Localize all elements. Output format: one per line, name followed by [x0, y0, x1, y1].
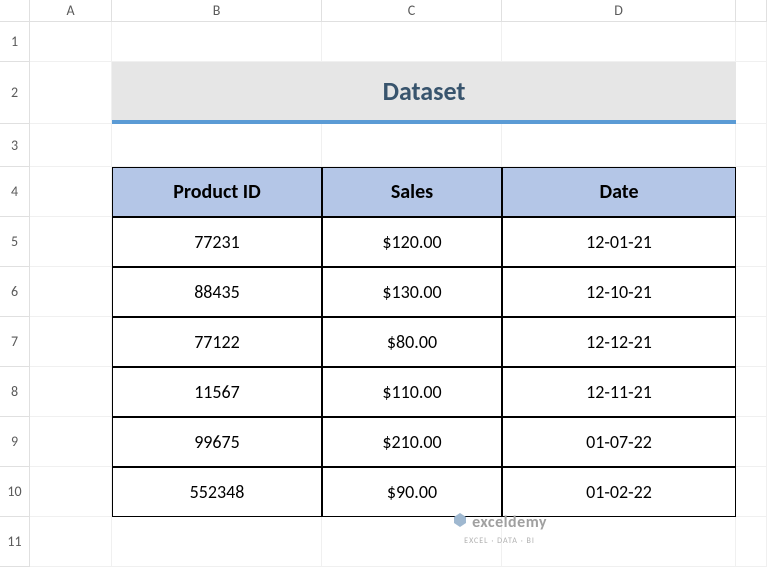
cell-e10[interactable]	[736, 467, 767, 517]
col-header-extra[interactable]	[736, 0, 767, 22]
row-header-6[interactable]: 6	[0, 267, 30, 317]
row-header-3[interactable]: 3	[0, 124, 30, 167]
cell-b1[interactable]	[112, 22, 322, 62]
row-header-7[interactable]: 7	[0, 317, 30, 367]
table-row[interactable]: 12-01-21	[502, 217, 736, 267]
spreadsheet-grid: A B C D 1 2 Dataset 3 4 Product ID Sales…	[0, 0, 767, 567]
cell-a9[interactable]	[30, 417, 112, 467]
dataset-title[interactable]: Dataset	[112, 62, 736, 124]
cell-e2[interactable]	[736, 62, 767, 124]
cell-d3[interactable]	[502, 124, 736, 167]
table-row[interactable]: $110.00	[322, 367, 502, 417]
cell-a7[interactable]	[30, 317, 112, 367]
col-header-b[interactable]: B	[112, 0, 322, 22]
cell-e11[interactable]	[736, 517, 767, 567]
table-row[interactable]: 12-11-21	[502, 367, 736, 417]
col-header-c[interactable]: C	[322, 0, 502, 22]
watermark-sub: EXCEL · DATA · BI	[464, 536, 535, 546]
cell-e3[interactable]	[736, 124, 767, 167]
cell-b11[interactable]	[112, 517, 322, 567]
table-row[interactable]: 12-12-21	[502, 317, 736, 367]
cell-a4[interactable]	[30, 167, 112, 217]
col-product-id[interactable]: Product ID	[112, 167, 322, 217]
table-row[interactable]: $130.00	[322, 267, 502, 317]
table-row[interactable]: 01-07-22	[502, 417, 736, 467]
cell-a10[interactable]	[30, 467, 112, 517]
col-header-d[interactable]: D	[502, 0, 736, 22]
hexagon-icon	[452, 512, 468, 532]
row-header-10[interactable]: 10	[0, 467, 30, 517]
cell-a3[interactable]	[30, 124, 112, 167]
table-row[interactable]: 99675	[112, 417, 322, 467]
table-row[interactable]: $210.00	[322, 417, 502, 467]
cell-c3[interactable]	[322, 124, 502, 167]
row-header-5[interactable]: 5	[0, 217, 30, 267]
col-date[interactable]: Date	[502, 167, 736, 217]
cell-e7[interactable]	[736, 317, 767, 367]
table-row[interactable]: $80.00	[322, 317, 502, 367]
row-header-11[interactable]: 11	[0, 517, 30, 567]
table-row[interactable]: 88435	[112, 267, 322, 317]
cell-e4[interactable]	[736, 167, 767, 217]
row-header-8[interactable]: 8	[0, 367, 30, 417]
row-header-2[interactable]: 2	[0, 62, 30, 124]
row-header-1[interactable]: 1	[0, 22, 30, 62]
row-header-9[interactable]: 9	[0, 417, 30, 467]
table-row[interactable]: 12-10-21	[502, 267, 736, 317]
cell-a2[interactable]	[30, 62, 112, 124]
table-row[interactable]: 01-02-22	[502, 467, 736, 517]
cell-e1[interactable]	[736, 22, 767, 62]
table-row[interactable]: 552348	[112, 467, 322, 517]
cell-d1[interactable]	[502, 22, 736, 62]
cell-a5[interactable]	[30, 217, 112, 267]
table-row[interactable]: 77231	[112, 217, 322, 267]
cell-b3[interactable]	[112, 124, 322, 167]
table-row[interactable]: 11567	[112, 367, 322, 417]
table-row[interactable]: 77122	[112, 317, 322, 367]
cell-e9[interactable]	[736, 417, 767, 467]
cell-a6[interactable]	[30, 267, 112, 317]
grid-corner[interactable]	[0, 0, 30, 22]
cell-c1[interactable]	[322, 22, 502, 62]
cell-e6[interactable]	[736, 267, 767, 317]
table-row[interactable]: $120.00	[322, 217, 502, 267]
row-header-4[interactable]: 4	[0, 167, 30, 217]
cell-a1[interactable]	[30, 22, 112, 62]
cell-a11[interactable]	[30, 517, 112, 567]
cell-a8[interactable]	[30, 367, 112, 417]
watermark: exceldemy EXCEL · DATA · BI	[452, 512, 547, 546]
col-header-a[interactable]: A	[30, 0, 112, 22]
table-row[interactable]: $90.00	[322, 467, 502, 517]
watermark-main: exceldemy	[472, 513, 547, 532]
col-sales[interactable]: Sales	[322, 167, 502, 217]
cell-e5[interactable]	[736, 217, 767, 267]
cell-e8[interactable]	[736, 367, 767, 417]
